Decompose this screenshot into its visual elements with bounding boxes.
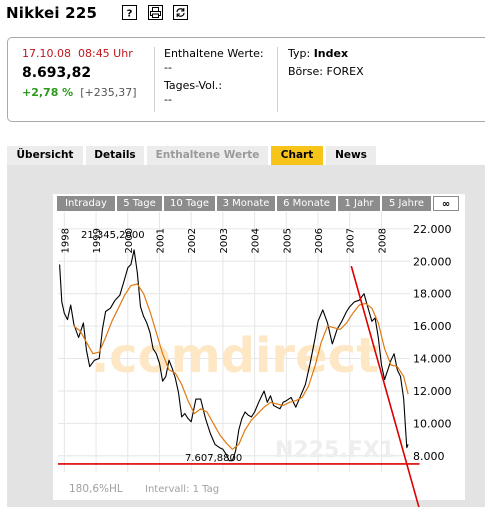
x-tick-label: 2002 — [187, 228, 198, 253]
chart-series — [59, 249, 409, 462]
quote-price: 8.693,82 — [22, 65, 92, 81]
y-tick-label: 16.000 — [413, 320, 452, 333]
x-tick-label: 2008 — [377, 228, 388, 253]
y-tick-label: 18.000 — [413, 288, 452, 301]
range-6-months[interactable]: 6 Monate — [277, 196, 336, 211]
x-tick-label: 2003 — [219, 228, 230, 253]
quote-time: 08:45 Uhr — [77, 47, 133, 60]
x-tick-label: 1998 — [60, 228, 71, 253]
y-tick-label: 22.000 — [413, 223, 452, 236]
range-1-year[interactable]: 1 Jahr — [338, 196, 380, 211]
max-value-label: 21.345,2000 — [81, 230, 145, 241]
tab-chart[interactable]: Chart — [271, 146, 323, 165]
trendlines — [58, 265, 420, 507]
range-max[interactable]: ∞ — [433, 196, 459, 211]
tab-overview[interactable]: Übersicht — [7, 146, 83, 165]
price-line — [59, 249, 409, 462]
daily-volume-value: -- — [164, 93, 172, 106]
tab-details[interactable]: Details — [86, 146, 144, 165]
range-3-months[interactable]: 3 Monate — [217, 196, 275, 211]
x-tick-label: 2000 — [124, 228, 135, 253]
svg-text:?: ? — [127, 9, 133, 19]
refresh-icon — [176, 8, 185, 17]
moving-average-line — [73, 283, 409, 450]
info-divider — [277, 47, 278, 112]
x-tick-label: 2005 — [282, 228, 293, 253]
tab-contained-values: Enthaltene Werte — [147, 146, 268, 165]
range-10-days[interactable]: 10 Tage — [164, 196, 215, 211]
downtrend-line — [350, 265, 420, 507]
help-button[interactable]: ? — [122, 5, 137, 20]
type-row: Typ: Index — [288, 47, 348, 60]
quote-timestamp: 17.10.08 08:45 Uhr — [22, 47, 133, 60]
range-intraday[interactable]: Intraday — [57, 196, 115, 211]
symbol-watermark: N225.FX1 — [275, 438, 395, 463]
change-absolute: [+235,37] — [80, 86, 137, 99]
x-tick-label: 2001 — [155, 228, 166, 253]
page-title: Nikkei 225 — [6, 4, 98, 22]
refresh-button[interactable] — [173, 5, 188, 20]
quote-date: 17.10.08 — [22, 47, 71, 60]
x-tick-label: 1999 — [92, 228, 103, 253]
change-percent: +2,78 % — [22, 86, 74, 99]
contained-values-value: -- — [164, 61, 172, 74]
x-tick-label: 2006 — [314, 228, 325, 253]
y-tick-label: 20.000 — [413, 255, 452, 268]
x-tick-label: 2004 — [251, 228, 262, 253]
tab-news[interactable]: News — [326, 146, 376, 165]
exchange-label: Börse: — [288, 65, 324, 78]
exchange-value: FOREX — [326, 65, 364, 78]
x-axis-labels: 1998 1999 2000 2001 2002 2003 2004 2005 2006 2007… — [60, 228, 388, 253]
y-tick-label: 10.000 — [413, 417, 452, 430]
quote-change: +2,78 % [+235,37] — [22, 86, 137, 99]
min-value-label: 7.607,8800 — [185, 453, 242, 464]
help-icon: ? — [127, 9, 133, 19]
type-label: Typ: — [288, 47, 311, 60]
comdirect-watermark: .comdirect — [91, 328, 379, 384]
contained-values-label: Enthaltene Werte: — [164, 47, 264, 60]
interval-info: Intervall: 1 Tag — [145, 484, 219, 495]
info-divider — [154, 47, 155, 112]
y-tick-label: 8.000 — [413, 450, 445, 463]
type-value: Index — [313, 47, 349, 60]
y-tick-label: 12.000 — [413, 385, 452, 398]
y-tick-label: 14.000 — [413, 353, 452, 366]
print-icon — [150, 7, 161, 18]
print-button[interactable] — [148, 5, 163, 20]
y-axis-labels: 8.000 10.000 12.000 14.000 16.000 18.000 20.00… — [413, 223, 452, 463]
chart-area — [53, 194, 465, 500]
exchange-row: Börse: FOREX — [288, 65, 364, 78]
range-5-days[interactable]: 5 Tage — [117, 196, 162, 211]
range-5-years[interactable]: 5 Jahre — [382, 196, 431, 211]
quote-info-box: 17.10.08 08:45 Uhr 8.693,82 +2,78 % [+23… — [7, 37, 485, 122]
x-tick-label: 2007 — [346, 228, 357, 253]
daily-volume-label: Tages-Vol.: — [164, 79, 223, 92]
zoom-info: 180,6%HL — [69, 483, 123, 495]
